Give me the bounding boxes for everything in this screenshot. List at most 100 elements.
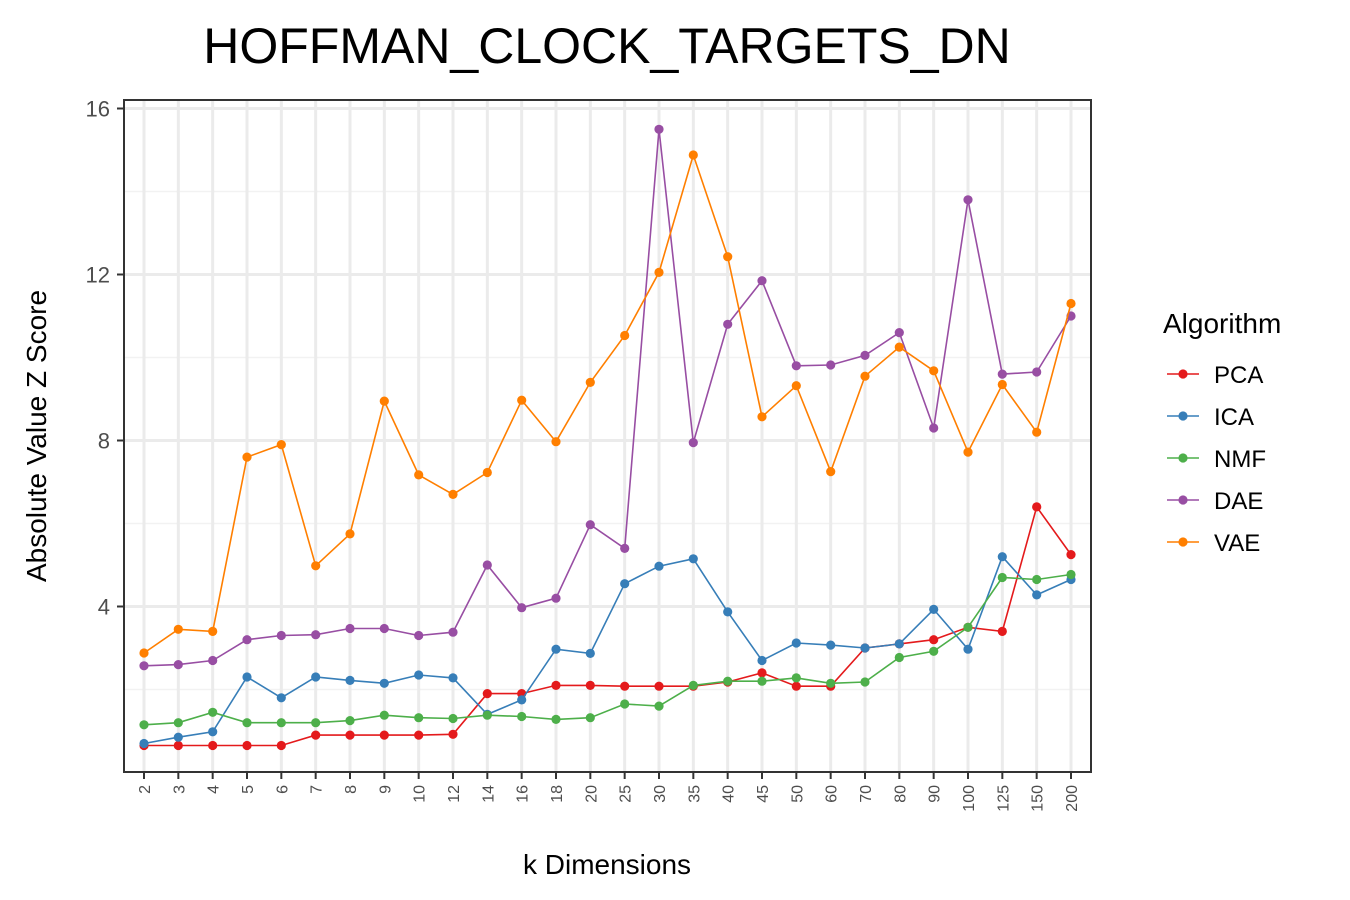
data-point-nmf <box>1032 574 1042 585</box>
legend-key-point <box>1178 411 1188 421</box>
data-point-vae <box>517 395 527 405</box>
data-point-vae <box>242 452 252 462</box>
data-point-nmf <box>860 677 870 687</box>
data-point-nmf <box>791 673 801 683</box>
data-point-dae <box>723 319 733 329</box>
data-point-vae <box>963 447 973 457</box>
x-tick-label: 125 <box>995 785 1012 812</box>
data-point-dae <box>654 124 664 134</box>
x-tick-label: 100 <box>961 785 978 812</box>
series-layer <box>139 124 1076 751</box>
data-point-nmf <box>929 646 939 656</box>
data-point-dae <box>482 560 492 570</box>
data-point-ica <box>208 727 218 737</box>
data-point-nmf <box>379 710 389 720</box>
data-point-pca <box>1032 502 1042 512</box>
x-tick-label: 40 <box>721 785 738 803</box>
data-point-vae <box>997 379 1007 390</box>
data-point-dae <box>688 438 698 448</box>
data-point-dae <box>242 635 252 645</box>
data-point-ica <box>414 670 424 680</box>
data-point-dae <box>963 195 973 205</box>
data-point-ica <box>276 693 286 703</box>
data-point-dae <box>997 369 1007 379</box>
data-point-dae <box>276 630 286 641</box>
legend-key-point <box>1178 453 1188 463</box>
data-point-dae <box>929 423 939 433</box>
data-point-pca <box>276 740 286 751</box>
legend-key-point <box>1178 537 1188 547</box>
x-tick-label: 25 <box>618 785 635 803</box>
chart-title: HOFFMAN_CLOCK_TARGETS_DN <box>203 18 1011 74</box>
x-tick-label: 80 <box>892 785 909 803</box>
legend-label: NMF <box>1214 446 1266 473</box>
data-point-pca <box>311 730 321 740</box>
data-point-dae <box>826 360 836 370</box>
data-point-vae <box>482 467 492 478</box>
legend-item-pca: PCA <box>1167 362 1263 389</box>
data-point-dae <box>173 660 183 670</box>
data-point-ica <box>345 675 355 686</box>
data-point-vae <box>654 267 664 277</box>
data-point-ica <box>1032 590 1042 600</box>
data-point-ica <box>620 579 630 589</box>
data-point-dae <box>860 350 870 360</box>
data-point-pca <box>208 740 218 751</box>
data-point-ica <box>723 607 733 617</box>
x-tick-label: 5 <box>240 785 257 794</box>
data-point-nmf <box>757 676 767 686</box>
data-point-vae <box>894 342 904 352</box>
data-point-ica <box>517 695 527 705</box>
data-point-nmf <box>963 622 973 632</box>
data-point-ica <box>688 554 698 564</box>
data-point-dae <box>585 520 595 530</box>
data-point-nmf <box>997 572 1007 583</box>
data-point-vae <box>345 529 355 539</box>
legend-label: PCA <box>1214 362 1263 389</box>
data-point-vae <box>860 371 870 381</box>
data-point-nmf <box>620 699 630 709</box>
legend: Algorithm PCA ICA NMF DAE VAE <box>1163 308 1281 557</box>
data-point-ica <box>654 561 664 571</box>
data-point-nmf <box>414 713 424 723</box>
data-point-nmf <box>276 718 286 728</box>
minor-gridlines <box>124 190 1091 691</box>
data-point-nmf <box>826 678 836 688</box>
data-point-nmf <box>654 701 664 711</box>
data-point-ica <box>894 639 904 649</box>
data-point-vae <box>448 489 458 499</box>
x-tick-label: 10 <box>412 785 429 803</box>
legend-label: VAE <box>1214 530 1260 557</box>
legend-key-point <box>1178 495 1188 505</box>
data-point-ica <box>448 673 458 683</box>
data-point-ica <box>997 552 1007 562</box>
data-point-vae <box>173 624 183 634</box>
data-point-pca <box>585 680 595 691</box>
data-point-dae <box>208 655 218 666</box>
data-point-nmf <box>242 718 252 728</box>
y-tick-label: 12 <box>86 263 110 288</box>
data-point-nmf <box>894 652 904 663</box>
x-tick-label: 60 <box>824 785 841 803</box>
data-point-ica <box>379 678 389 688</box>
y-axis-title: Absolute Value Z Score <box>21 290 52 582</box>
data-point-ica <box>585 648 595 659</box>
data-point-vae <box>551 437 561 447</box>
series-vae <box>139 150 1076 658</box>
legend-item-dae: DAE <box>1167 488 1263 515</box>
plot-panel-border <box>123 99 1092 773</box>
legend-item-vae: VAE <box>1167 530 1260 557</box>
x-tick-label: 12 <box>446 785 463 803</box>
data-point-dae <box>139 661 149 671</box>
data-point-dae <box>517 603 527 613</box>
data-point-vae <box>1032 427 1042 437</box>
data-point-dae <box>894 328 904 338</box>
legend-item-nmf: NMF <box>1167 446 1266 473</box>
data-point-vae <box>723 252 733 262</box>
legend-label: DAE <box>1214 488 1263 515</box>
x-tick-label: 4 <box>206 785 223 794</box>
data-point-ica <box>173 732 183 742</box>
x-tick-label: 70 <box>858 785 875 803</box>
series-line-nmf <box>143 573 1072 726</box>
